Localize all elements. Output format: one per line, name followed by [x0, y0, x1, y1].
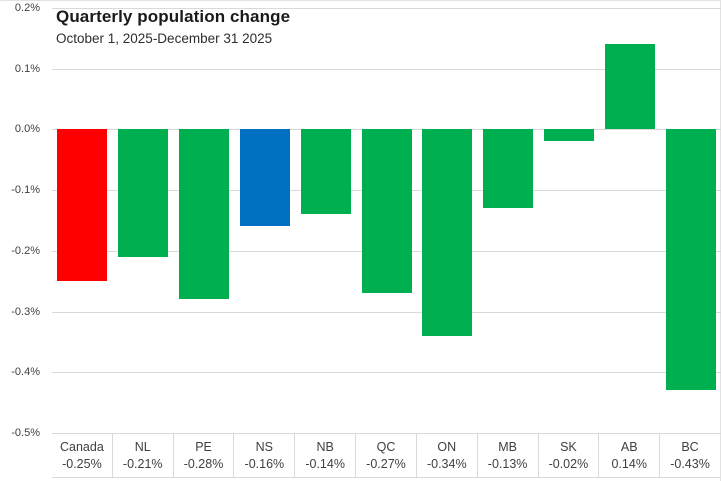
value-label: -0.43% — [670, 456, 710, 471]
category-label: MB — [498, 439, 517, 454]
axis-table-cell-ab: AB 0.14% — [598, 434, 659, 477]
axis-table-cell-pe: PE -0.28% — [172, 434, 234, 477]
value-label: -0.14% — [305, 456, 345, 471]
category-label: NB — [316, 439, 334, 454]
value-label: -0.02% — [548, 456, 589, 471]
value-label: -0.34% — [426, 456, 467, 471]
category-label: ON — [437, 439, 457, 454]
gridline-0.2% — [52, 8, 721, 9]
chart-title: Quarterly population change — [56, 7, 291, 26]
y-axis-tick-label: 0.0% — [14, 123, 40, 135]
x-axis-data-table: Canada -0.25% NL -0.21% PE -0.28% NS -0.16% NB -0… — [52, 433, 720, 478]
chart-subtitle: October 1, 2025-December 31 2025 — [56, 31, 273, 46]
value-label: -0.25% — [62, 456, 102, 471]
y-axis-tick-label: -0.2% — [11, 245, 40, 257]
axis-table-cell-nl: NL -0.21% — [111, 434, 173, 477]
y-axis-tick-label: 0.1% — [14, 63, 40, 75]
chart-top-border — [0, 0, 721, 1]
value-label: -0.13% — [487, 456, 528, 471]
y-axis-tick-label: -0.5% — [11, 427, 40, 439]
gridline--0.4% — [52, 372, 721, 373]
category-label: SK — [560, 439, 577, 454]
category-label: NS — [255, 439, 274, 454]
value-label: -0.16% — [244, 456, 285, 471]
axis-table-cell-on: ON -0.34% — [415, 434, 477, 477]
gridline--0.3% — [52, 312, 721, 313]
category-label: NL — [134, 439, 151, 454]
bar-canada — [57, 129, 108, 282]
value-label: -0.28% — [183, 456, 224, 471]
category-label: Canada — [60, 439, 104, 454]
value-label: -0.21% — [122, 456, 163, 471]
bar-ab — [604, 44, 655, 130]
axis-table-cell-sk: SK -0.02% — [537, 434, 599, 477]
bar-ns — [239, 129, 290, 227]
bar-sk — [544, 129, 594, 142]
bar-nl — [118, 129, 169, 257]
axis-table-cell-mb: MB -0.13% — [476, 434, 538, 477]
bar-bc — [665, 129, 716, 391]
value-label: 0.14% — [611, 456, 647, 471]
bar-nb — [300, 129, 351, 215]
y-axis-tick-label: 0.2% — [14, 2, 40, 14]
category-label: AB — [620, 439, 638, 454]
axis-table-cell-qc: QC -0.27% — [355, 434, 416, 477]
category-label: PE — [195, 439, 212, 454]
axis-table-cell-nb: NB -0.14% — [294, 434, 355, 477]
value-label: -0.27% — [366, 456, 406, 471]
bar-on — [422, 129, 473, 336]
axis-table-cell-canada: Canada -0.25% — [52, 434, 112, 477]
gridline-0.1% — [52, 69, 721, 70]
y-axis-tick-label: -0.3% — [11, 306, 40, 318]
y-axis-tick-label: -0.1% — [11, 184, 40, 196]
bar-mb — [483, 129, 534, 209]
y-axis-tick-label: -0.4% — [11, 366, 40, 378]
bar-pe — [179, 129, 229, 300]
axis-table-cell-bc: BC -0.43% — [659, 434, 720, 477]
category-label: QC — [376, 439, 396, 454]
axis-table-cell-ns: NS -0.16% — [233, 434, 294, 477]
bar-qc — [361, 129, 412, 294]
category-label: BC — [681, 439, 699, 454]
